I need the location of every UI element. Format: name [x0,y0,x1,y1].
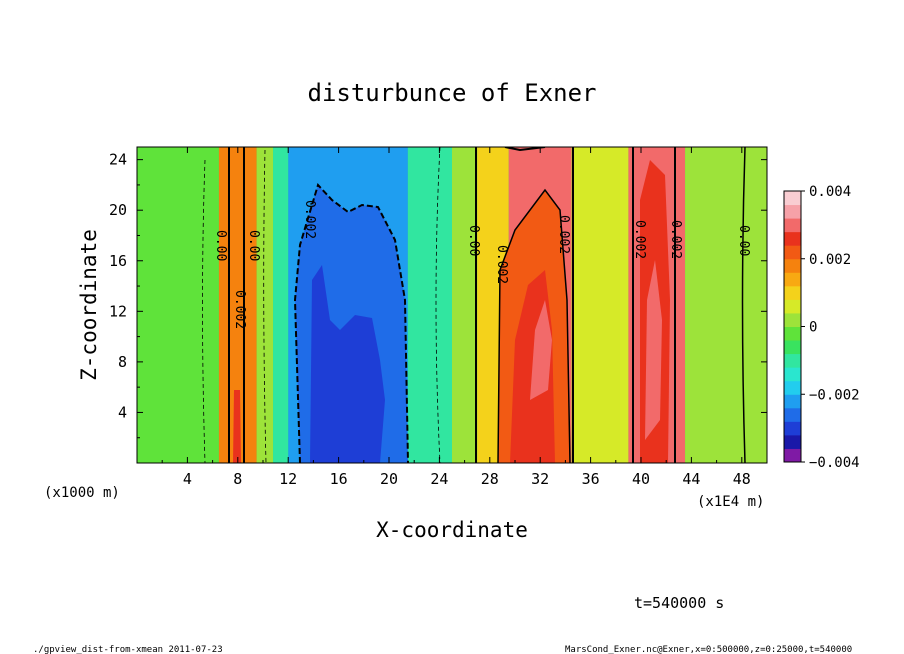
colorbar-swatch [784,299,801,314]
y-tick-label: 12 [109,302,127,320]
warm-column-1-peak [530,300,552,400]
colorbar-swatch [784,231,801,246]
narrow-warm-core [233,390,241,463]
contour-lines [202,147,746,463]
x-tick-label: 28 [481,470,499,488]
y-tick-label: 8 [118,353,127,371]
colorbar-swatch [784,353,801,368]
plot-frame [136,146,768,464]
colorbar-swatch [784,340,801,355]
time-label: t=540000 s [634,594,724,612]
colorbar-swatch [784,245,801,260]
colorbar-swatch [784,380,801,395]
contour-label: 0.00 [466,225,481,256]
y-axis-label: Z-coordinate [77,229,101,381]
x-tick-label: 44 [682,470,700,488]
x-tick-label: 16 [330,470,348,488]
band [273,147,289,463]
negative-core-inner [310,265,385,463]
x-tick-label: 24 [430,470,448,488]
y-axis: 4 8 12 16 20 24 [109,151,767,439]
x-tick-label: 8 [233,470,242,488]
colorbar-swatch [784,312,801,327]
colorbar-swatch [784,218,801,233]
x-tick-label: 40 [632,470,650,488]
band [571,147,629,463]
narrow-warm-column [229,147,244,463]
heatmap-field: 0.00 0.00 0.002 0.002 0.00 0.002 0.002 0… [137,147,767,463]
contour-label: 0.00 [736,225,751,256]
y-tick-label: 4 [118,403,127,421]
colorbar-swatch [784,394,801,409]
x-tick-label: 48 [733,470,751,488]
colorbar-swatch [784,258,801,273]
band [256,147,274,463]
colorbar-swatch [784,191,801,206]
x-tick-label: 12 [279,470,297,488]
band [452,147,478,463]
colorbar-swatch [784,434,801,449]
contour-label: 0.00 [246,230,261,261]
x-tick-label: 32 [531,470,549,488]
colorbar-swatch [784,407,801,422]
contour-label: 0.002 [668,220,683,259]
y-tick-label: 16 [109,252,127,270]
x-tick-label: 20 [380,470,398,488]
x-tick-label: 36 [582,470,600,488]
colorbar-tick-label: 0.002 [809,252,851,268]
contour-label: 0.002 [302,200,317,239]
colorbar-swatch [784,326,801,341]
colorbar-swatch [784,367,801,382]
colorbar-swatch [784,272,801,287]
colorbar-tick-label: −0.004 [809,455,860,471]
colorbar-swatch [784,421,801,436]
band [685,147,767,463]
colorbar-swatch [784,285,801,300]
x-axis: 4 8 12 16 20 24 28 32 36 40 44 48 [161,147,751,488]
chart-title: disturbunce of Exner [308,79,597,107]
colorbar-tick-label: −0.002 [809,387,860,403]
x-axis-label: X-coordinate [376,518,528,542]
contour-label: 0.002 [556,215,571,254]
contour-label: 0.002 [632,220,647,259]
warm-column-2-peak [645,260,662,440]
contour-label-group: 0.00 0.00 0.002 0.002 0.00 0.002 0.002 0… [213,200,751,329]
y-tick-label: 20 [109,201,127,219]
contour-label: 0.002 [494,245,509,284]
colorbar-swatch [784,448,801,463]
x-unit-left: (x1000 m) [44,485,120,501]
contour-label: 0.002 [232,290,247,329]
colorbar-tick-label: 0.004 [809,184,851,200]
y-tick-label: 24 [109,151,127,169]
band [137,147,219,463]
colorbar-tick-label: 0 [809,320,817,336]
footer-left: ./gpview_dist-from-xmean 2011-07-23 [33,645,223,654]
band [407,147,452,463]
x-unit-right: (x1E4 m) [697,494,764,510]
footer-right: MarsCond_Exner.nc@Exner,x=0:500000,z=0:2… [565,645,852,654]
x-tick-label: 4 [183,470,192,488]
contour-label: 0.00 [213,230,228,261]
colorbar-swatch [784,204,801,219]
colorbar: 0.004 0.002 0 −0.002 −0.004 [783,184,860,471]
